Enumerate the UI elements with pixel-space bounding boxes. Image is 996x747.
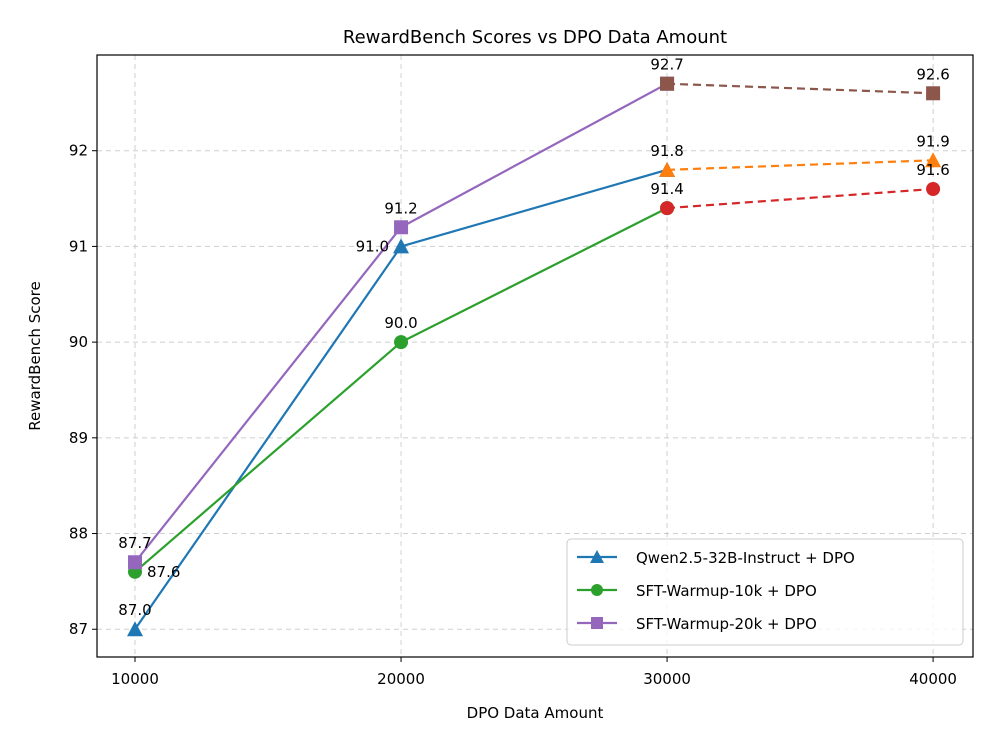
series-line (667, 82, 934, 95)
data-point-square (394, 220, 409, 235)
data-label: 92.7 (650, 56, 683, 74)
y-tick-label: 89 (69, 429, 88, 447)
data-point-triangle (925, 152, 942, 168)
x-tick-label: 40000 (909, 670, 957, 688)
y-axis-label: RewardBench Score (26, 281, 44, 430)
x-tick-label: 10000 (111, 670, 159, 688)
data-label: 87.7 (118, 534, 151, 552)
legend-label: Qwen2.5-32B-Instruct + DPO (636, 549, 855, 567)
chart-title: RewardBench Scores vs DPO Data Amount (343, 27, 727, 48)
legend-label: SFT-Warmup-20k + DPO (636, 615, 817, 633)
data-label: 90.0 (384, 314, 417, 332)
data-point-triangle (393, 238, 410, 254)
data-label: 91.4 (650, 180, 683, 198)
y-tick-label: 91 (69, 237, 88, 255)
series-layer: 87.0 91.0 91.8 87.6 90.0 91.4 87.7 91.2 92.7 91.9… (118, 56, 950, 637)
legend-box (566, 538, 964, 646)
legend: Qwen2.5-32B-Instruct + DPO SFT-Warmup-10k… (566, 538, 964, 646)
series-line (666, 187, 934, 210)
y-tick-label: 92 (69, 142, 88, 160)
data-point-square (591, 617, 603, 629)
data-point-circle (660, 201, 675, 216)
series-5 (660, 76, 941, 101)
data-label: 87.6 (147, 563, 180, 581)
data-label: 91.0 (356, 237, 389, 255)
data-label: 91.9 (916, 132, 949, 150)
data-point-triangle (127, 621, 144, 637)
y-tick-label: 90 (69, 333, 88, 351)
legend-label: SFT-Warmup-10k + DPO (636, 582, 817, 600)
series-line (667, 159, 934, 171)
x-tick-label: 30000 (643, 670, 691, 688)
data-point-square (660, 76, 675, 91)
data-point-square (926, 86, 941, 101)
data-point-triangle (659, 161, 676, 177)
data-labels: 87.0 91.0 91.8 87.6 90.0 91.4 87.7 91.2 92.7 91.9… (118, 56, 949, 620)
series-4 (660, 181, 941, 216)
series-3 (659, 152, 942, 177)
data-point-circle (394, 335, 409, 350)
y-tick-label: 87 (69, 620, 88, 638)
data-label: 91.6 (916, 161, 949, 179)
data-label: 91.8 (650, 142, 683, 160)
ticks: 10000 20000 30000 40000 87 88 89 90 91 92 (69, 142, 957, 688)
data-point-circle (926, 181, 941, 196)
data-point-triangle (590, 550, 604, 563)
x-axis-label: DPO Data Amount (467, 704, 604, 722)
x-tick-label: 20000 (377, 670, 425, 688)
data-label: 87.0 (118, 601, 151, 619)
data-label: 92.6 (916, 65, 949, 83)
plot-frame (96, 54, 974, 658)
data-point-circle (591, 584, 603, 596)
data-label: 91.2 (384, 199, 417, 217)
data-point-square (128, 555, 143, 570)
y-tick-label: 88 (69, 525, 88, 543)
